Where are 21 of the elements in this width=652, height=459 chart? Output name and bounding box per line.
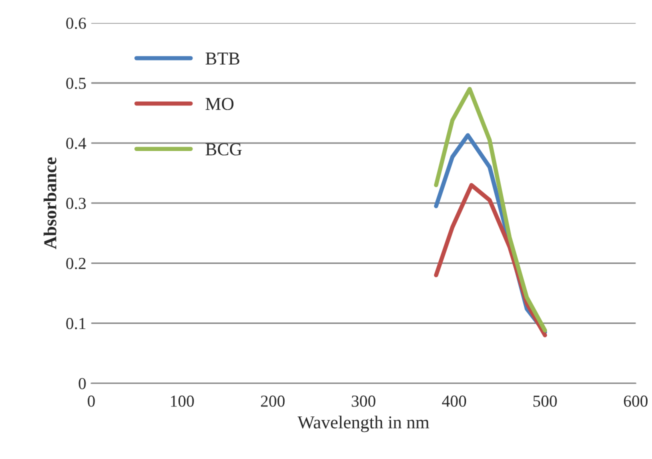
legend-label: BCG <box>206 143 242 156</box>
y-tick-label: 0.2 <box>66 258 86 270</box>
legend-label: MO <box>206 98 234 110</box>
y-axis-title: Absorbance <box>44 157 56 250</box>
line-series <box>434 86 548 333</box>
y-tick-label: 0.1 <box>66 318 86 330</box>
y-tick-label: 0.4 <box>66 138 86 150</box>
line-series <box>434 183 548 338</box>
y-tick-label: 0.5 <box>66 78 86 90</box>
x-tick-label: 600 <box>624 396 648 407</box>
x-tick-label: 300 <box>352 396 376 407</box>
x-tick-label: 400 <box>442 396 466 407</box>
x-tick-label: 0 <box>88 396 95 407</box>
y-tick-label: 0 <box>78 378 86 390</box>
y-tick-label: 0.6 <box>66 18 86 29</box>
x-tick-label: 200 <box>260 396 285 407</box>
x-tick-label: 100 <box>170 396 194 407</box>
legend-label: BTB <box>206 52 240 65</box>
x-tick-label: 500 <box>533 396 557 407</box>
y-tick-label: 0.3 <box>66 198 86 210</box>
x-axis-title: Wavelength in nm <box>298 416 430 432</box>
